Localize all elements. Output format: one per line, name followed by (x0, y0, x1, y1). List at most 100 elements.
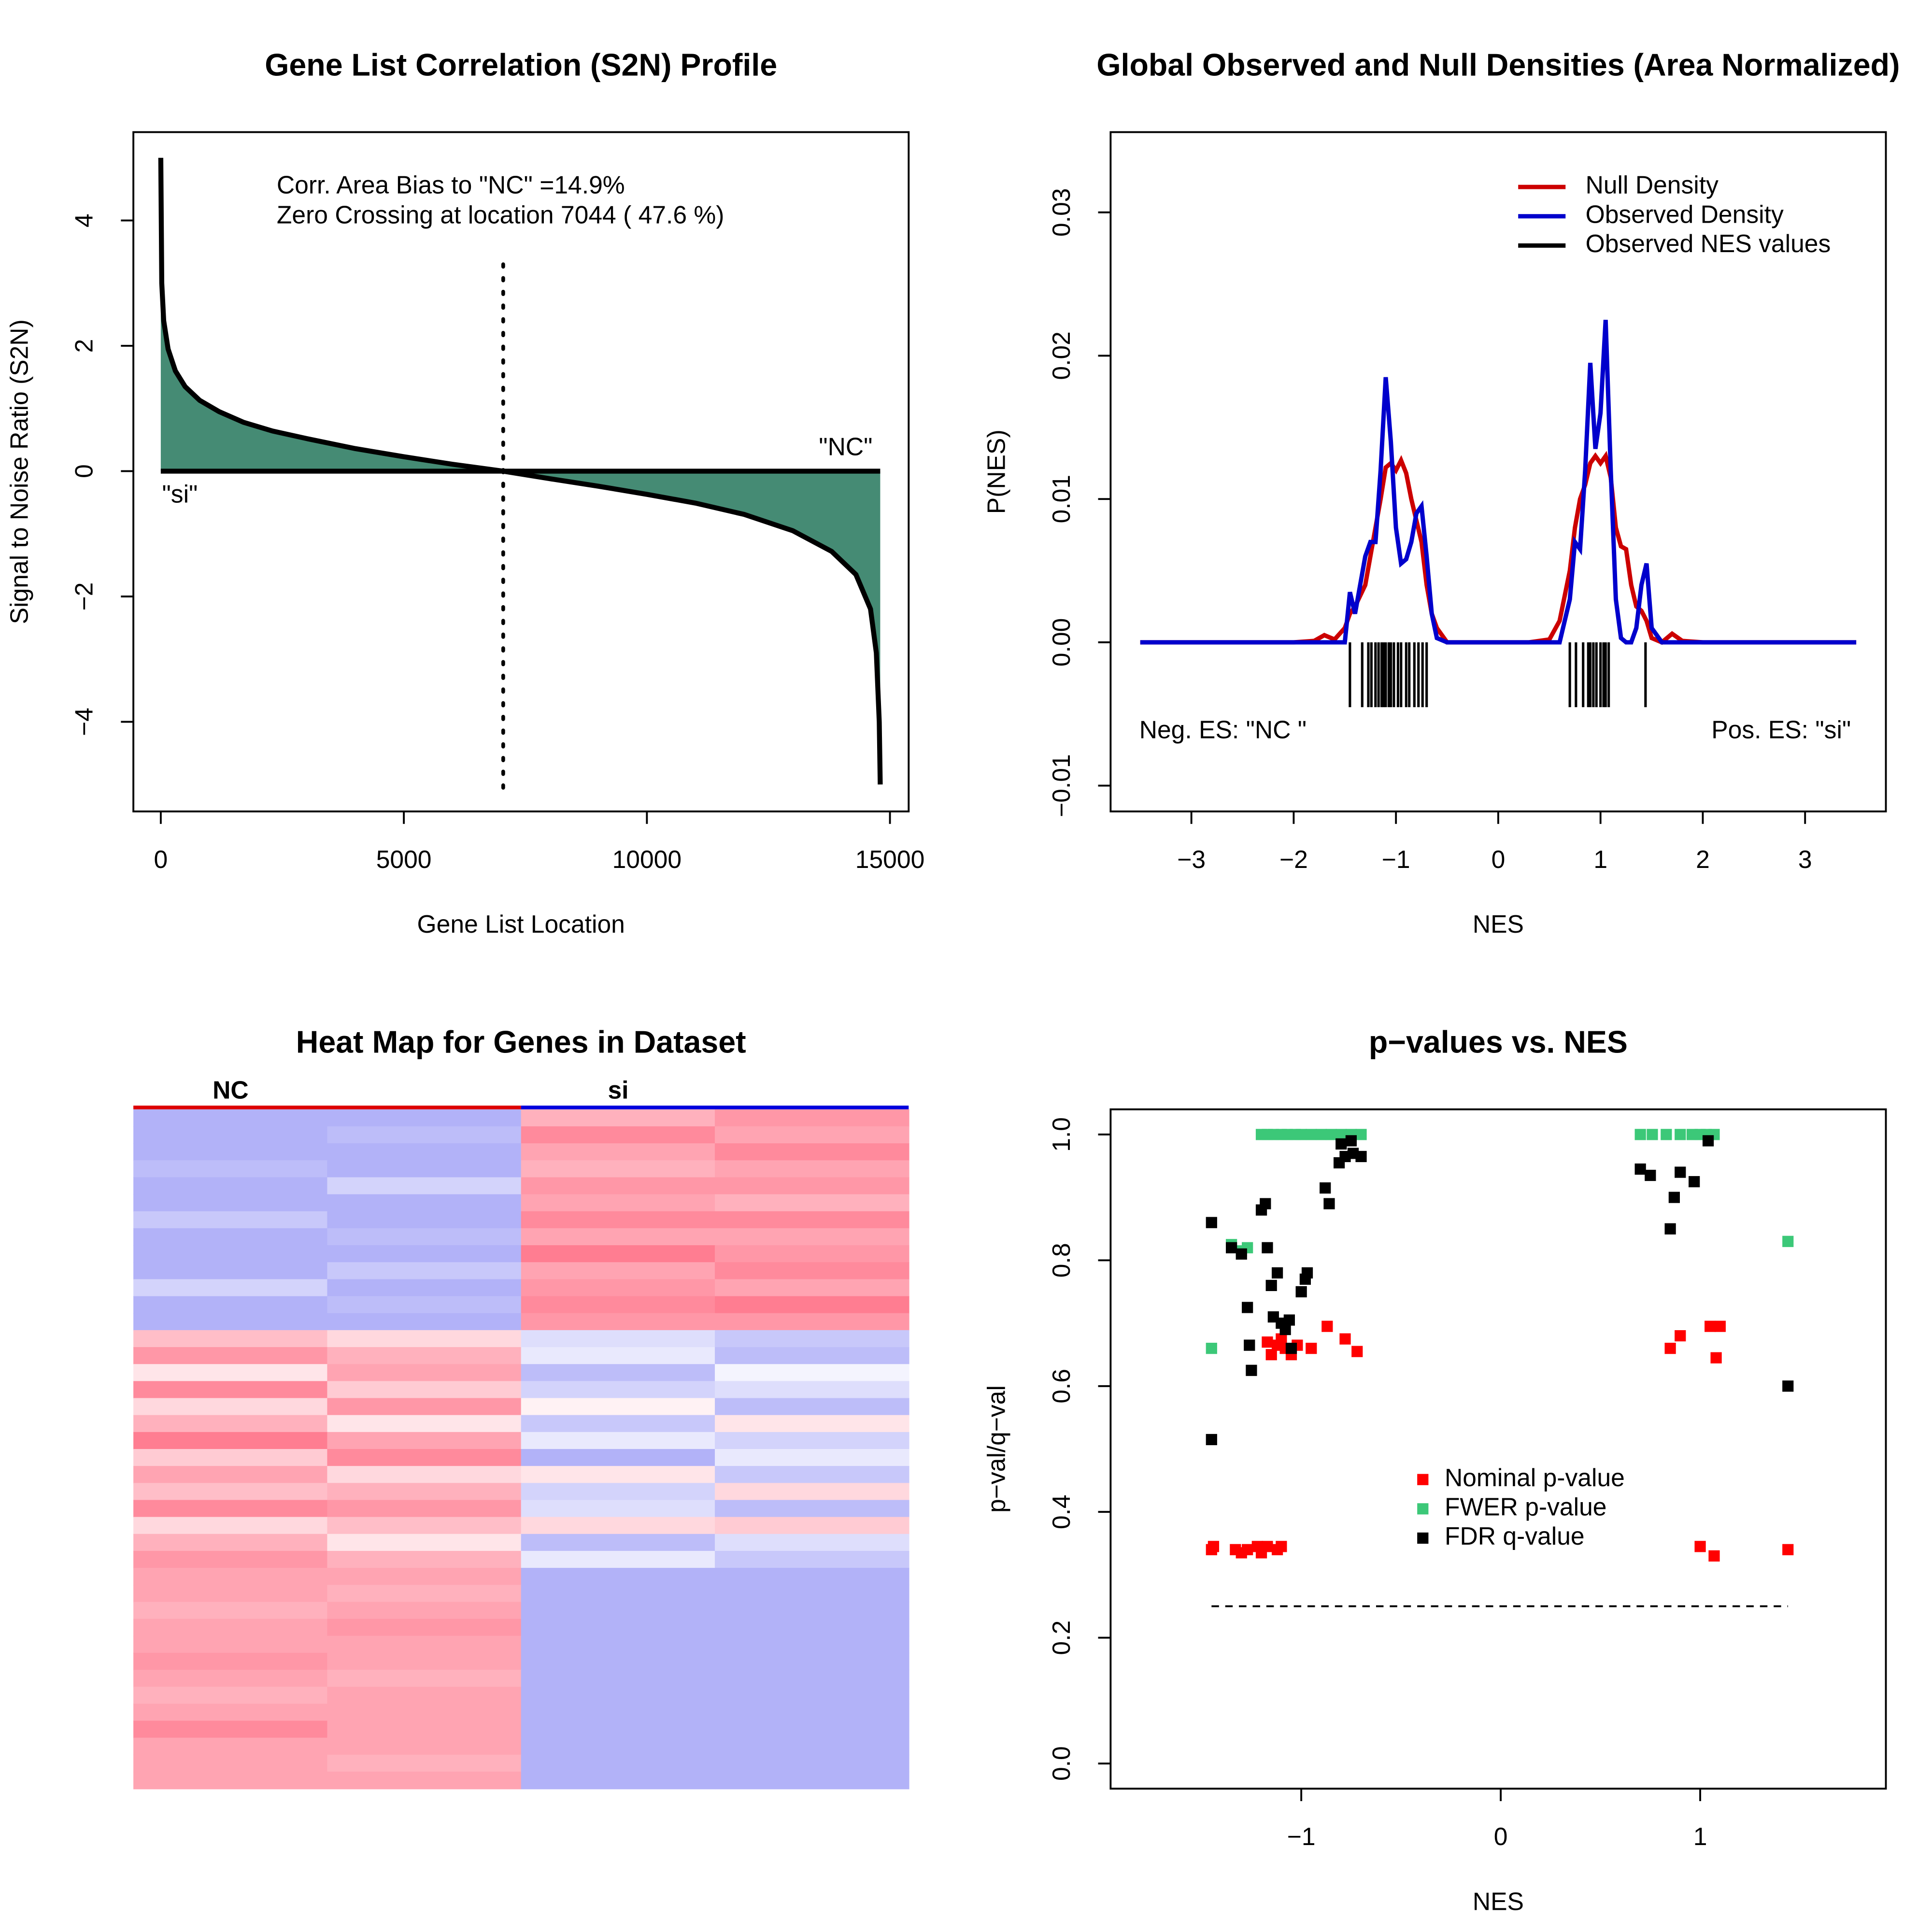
heat-cell (521, 1330, 716, 1348)
y-tick-label: 4 (70, 213, 98, 227)
point (1335, 1129, 1347, 1140)
point (1782, 1380, 1794, 1392)
heat-cell (521, 1517, 716, 1535)
heat-cell (521, 1754, 716, 1773)
heat-cell (327, 1262, 522, 1280)
heat-cell (715, 1466, 909, 1484)
legend-label: Nominal p-value (1445, 1463, 1625, 1492)
heat-cell (133, 1211, 328, 1229)
heat-cell (133, 1568, 328, 1586)
point (1321, 1321, 1333, 1332)
point (1645, 1169, 1656, 1181)
legend-swatch (1417, 1474, 1429, 1485)
x-tick-label: 1 (1593, 845, 1607, 873)
point (1705, 1321, 1716, 1332)
heat-cell (521, 1500, 716, 1518)
point (1664, 1223, 1676, 1235)
heat-cell (715, 1109, 909, 1127)
x-tick-label: 10000 (612, 845, 682, 873)
y-tick-label: 2 (70, 339, 98, 353)
heat-cell (521, 1585, 716, 1603)
x-tick-label: −3 (1177, 845, 1206, 873)
point (1664, 1343, 1676, 1354)
heat-cell (327, 1296, 522, 1314)
heat-cell (133, 1279, 328, 1297)
heat-cell (521, 1737, 716, 1756)
heat-cell (327, 1568, 522, 1586)
heat-cell (521, 1143, 716, 1161)
heat-cell (715, 1228, 909, 1246)
point (1708, 1550, 1720, 1562)
point (1782, 1236, 1794, 1247)
point (1661, 1129, 1672, 1140)
heat-cell (715, 1126, 909, 1144)
heat-cell (133, 1415, 328, 1433)
density-line (1140, 320, 1857, 645)
annotation: "NC" (819, 433, 872, 461)
heat-cell (521, 1652, 716, 1671)
point (1299, 1273, 1311, 1285)
chart-title: Global Observed and Null Densities (Area… (1096, 47, 1900, 82)
point (1634, 1163, 1646, 1175)
heat-cell (715, 1449, 909, 1467)
x-tick-label: 3 (1798, 845, 1812, 873)
heat-cell (521, 1466, 716, 1484)
point (1634, 1129, 1646, 1140)
heat-cell (327, 1432, 522, 1450)
heat-cell (715, 1330, 909, 1348)
point (1295, 1129, 1307, 1140)
point (1675, 1166, 1686, 1178)
heat-cell (133, 1262, 328, 1280)
heat-cell (133, 1772, 328, 1790)
heat-cell (133, 1347, 328, 1365)
point (1351, 1346, 1363, 1357)
point (1206, 1434, 1217, 1446)
heat-cell (133, 1228, 328, 1246)
y-tick-label: 0.8 (1047, 1243, 1075, 1278)
annotation: Zero Crossing at location 7044 ( 47.6 %) (277, 201, 724, 229)
heat-cell (521, 1720, 716, 1739)
heat-cell (327, 1602, 522, 1619)
y-tick-label: 0.02 (1047, 331, 1075, 380)
legend-label: FWER p-value (1445, 1493, 1607, 1521)
heat-cell (521, 1619, 716, 1637)
heat-cell (715, 1194, 909, 1212)
y-axis-label: p−val/q−val (982, 1385, 1010, 1513)
legend-label: Observed Density (1586, 200, 1784, 228)
legend-label: Observed NES values (1586, 229, 1831, 257)
chart-title: p−values vs. NES (1369, 1025, 1628, 1060)
heat-cell (133, 1500, 328, 1518)
heat-cell (521, 1347, 716, 1365)
heat-cell (715, 1568, 909, 1586)
point (1714, 1321, 1726, 1332)
point (1694, 1541, 1706, 1552)
y-tick-label: 0.0 (1047, 1746, 1075, 1781)
heat-cell (327, 1772, 522, 1790)
point (1283, 1314, 1295, 1326)
heat-cell (521, 1635, 716, 1654)
heat-cell (133, 1754, 328, 1773)
heat-cell (715, 1652, 909, 1671)
heat-cell (521, 1228, 716, 1246)
heat-cell (715, 1398, 909, 1416)
heat-cell (327, 1652, 522, 1671)
heat-cell (327, 1720, 522, 1739)
point (1355, 1151, 1367, 1163)
point (1265, 1349, 1277, 1361)
heat-cell (715, 1347, 909, 1365)
heat-cell (327, 1313, 522, 1331)
heat-cell (133, 1126, 328, 1144)
heat-cell (133, 1143, 328, 1161)
heat-cell (521, 1313, 716, 1331)
heat-cell (327, 1126, 522, 1144)
point (1208, 1541, 1220, 1552)
heat-cell (715, 1262, 909, 1280)
heat-cell (715, 1211, 909, 1229)
x-tick-label: 0 (1492, 845, 1506, 873)
point (1242, 1302, 1253, 1313)
point (1262, 1541, 1273, 1552)
heat-cell (327, 1534, 522, 1552)
point (1295, 1286, 1307, 1298)
point (1244, 1339, 1255, 1351)
